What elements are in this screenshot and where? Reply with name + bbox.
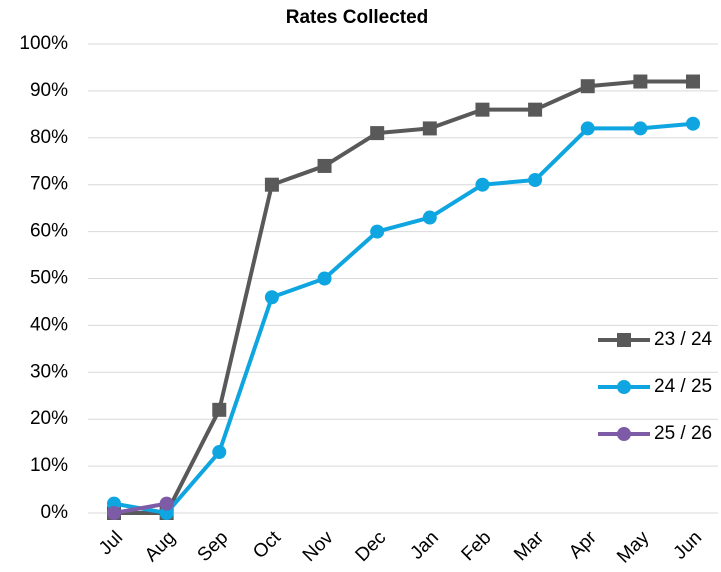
data-point <box>475 102 490 117</box>
data-point <box>686 74 700 89</box>
legend-label: 23 / 24 <box>654 329 713 350</box>
data-point <box>580 121 595 136</box>
data-point <box>264 290 279 305</box>
data-point <box>422 121 437 136</box>
x-tick-label: Feb <box>458 527 496 565</box>
y-tick-label: 50% <box>30 268 68 289</box>
legend-label: 24 / 25 <box>654 376 712 397</box>
x-tick-label: Dec <box>352 527 391 566</box>
x-tick-label: Apr <box>565 527 601 563</box>
y-tick-label: 60% <box>30 221 68 242</box>
series-line <box>114 79 693 515</box>
y-tick-label: 40% <box>30 314 68 335</box>
data-point <box>422 210 437 225</box>
x-tick-label: Jul <box>95 527 127 559</box>
y-tick-label: 20% <box>30 408 68 429</box>
y-tick-label: 0% <box>41 502 69 523</box>
data-point <box>317 271 332 286</box>
series-line <box>113 121 694 515</box>
x-tick-label: Nov <box>299 527 338 566</box>
data-point <box>264 177 279 192</box>
y-tick-label: 90% <box>30 80 68 101</box>
legend-label: 25 / 26 <box>654 423 712 444</box>
data-point <box>317 158 332 173</box>
data-point <box>633 121 648 136</box>
x-tick-label: Sep <box>194 527 233 566</box>
data-point <box>370 224 385 239</box>
legend-marker <box>617 380 631 394</box>
data-point <box>580 79 595 94</box>
data-point <box>107 506 121 520</box>
data-point <box>686 116 700 131</box>
data-point <box>528 173 543 188</box>
data-point <box>159 496 174 511</box>
x-tick-label: Jun <box>670 527 707 564</box>
x-tick-label: Mar <box>510 527 548 565</box>
x-tick-label: Jan <box>406 527 443 564</box>
chart-title: Rates Collected <box>286 7 429 28</box>
data-point <box>212 402 227 417</box>
y-tick-label: 30% <box>30 361 68 382</box>
y-tick-label: 100% <box>19 33 68 54</box>
legend-marker <box>617 333 631 347</box>
x-tick-label: Oct <box>249 527 285 563</box>
data-point <box>370 126 385 141</box>
series-line <box>113 501 167 515</box>
data-point <box>212 445 227 460</box>
x-tick-label: May <box>613 527 654 568</box>
data-point <box>528 102 543 117</box>
x-tick-label: Aug <box>141 527 180 566</box>
data-point <box>633 74 648 89</box>
y-tick-label: 70% <box>30 174 68 195</box>
data-point <box>475 177 490 192</box>
y-tick-label: 10% <box>30 455 68 476</box>
y-tick-label: 80% <box>30 127 68 148</box>
legend-marker <box>617 427 631 441</box>
